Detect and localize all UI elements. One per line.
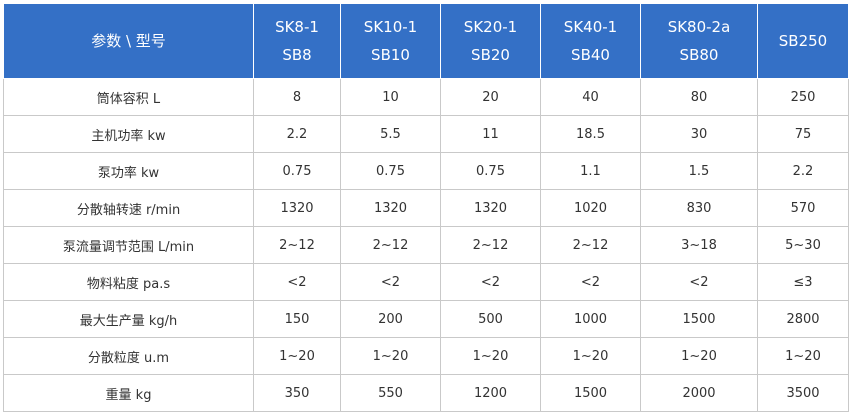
cell: 1~20 — [540, 337, 641, 375]
cell: 30 — [640, 115, 758, 153]
cell: 2~12 — [253, 226, 341, 264]
cell: 18.5 — [540, 115, 641, 153]
cell: 1~20 — [253, 337, 341, 375]
header-text: SB250 — [778, 32, 828, 50]
row-label: 最大生产量 kg/h — [3, 300, 254, 338]
cell: 1320 — [253, 189, 341, 227]
header-row: 参数 \ 型号 SK8-1 SB8 SK10-1 SB10 SK20-1 SB20 SK40-… — [3, 3, 849, 79]
header-cell: SK8-1 SB8 — [253, 3, 341, 79]
row-label: 筒体容积 L — [3, 78, 254, 116]
header-cell: SK80-2a SB80 — [640, 3, 758, 79]
header-text: SK40-1 — [563, 18, 618, 36]
cell: 500 — [440, 300, 541, 338]
data-row: 物料粘度 pa.s <2 <2 <2 <2 <2 ≤3 — [3, 263, 849, 301]
cell: 1320 — [440, 189, 541, 227]
cell: 150 — [253, 300, 341, 338]
header-cell: SK40-1 SB40 — [540, 3, 641, 79]
header-cell: SB250 — [757, 3, 849, 79]
cell: 5~30 — [757, 226, 849, 264]
header-text: SB20 — [471, 46, 510, 64]
row-label: 泵流量调节范围 L/min — [3, 226, 254, 264]
header-cell: SK10-1 SB10 — [340, 3, 441, 79]
cell: 1320 — [340, 189, 441, 227]
data-row: 分散粒度 u.m 1~20 1~20 1~20 1~20 1~20 1~20 — [3, 337, 849, 375]
row-label: 泵功率 kw — [3, 152, 254, 190]
data-row: 主机功率 kw 2.2 5.5 11 18.5 30 75 — [3, 115, 849, 153]
cell: <2 — [540, 263, 641, 301]
cell: 75 — [757, 115, 849, 153]
cell: 11 — [440, 115, 541, 153]
cell: 80 — [640, 78, 758, 116]
row-label: 物料粘度 pa.s — [3, 263, 254, 301]
cell: 2~12 — [440, 226, 541, 264]
cell: 2.2 — [757, 152, 849, 190]
cell: 2800 — [757, 300, 849, 338]
cell: 10 — [340, 78, 441, 116]
cell: 550 — [340, 374, 441, 412]
cell: 250 — [757, 78, 849, 116]
row-label: 主机功率 kw — [3, 115, 254, 153]
data-row: 最大生产量 kg/h 150 200 500 1000 1500 2800 — [3, 300, 849, 338]
cell: 40 — [540, 78, 641, 116]
cell: 3500 — [757, 374, 849, 412]
cell: 1500 — [540, 374, 641, 412]
header-text: SB80 — [679, 46, 719, 64]
cell: ≤3 — [757, 263, 849, 301]
cell: 2~12 — [340, 226, 441, 264]
row-label: 分散粒度 u.m — [3, 337, 254, 375]
cell: 1~20 — [757, 337, 849, 375]
row-label: 分散轴转速 r/min — [3, 189, 254, 227]
cell: 1.1 — [540, 152, 641, 190]
cell: 2~12 — [540, 226, 641, 264]
data-row: 重量 kg 350 550 1200 1500 2000 3500 — [3, 374, 849, 412]
spec-table-container: 参数 \ 型号 SK8-1 SB8 SK10-1 SB10 SK20-1 SB20 SK40-… — [3, 3, 849, 412]
data-row: 筒体容积 L 8 10 20 40 80 250 — [3, 78, 849, 116]
cell: 1~20 — [440, 337, 541, 375]
header-text: SB10 — [371, 46, 410, 64]
cell: 0.75 — [440, 152, 541, 190]
header-text: SK8-1 — [275, 18, 319, 36]
data-row: 分散轴转速 r/min 1320 1320 1320 1020 830 570 — [3, 189, 849, 227]
header-text: SB40 — [571, 46, 610, 64]
cell: <2 — [253, 263, 341, 301]
spec-table: 参数 \ 型号 SK8-1 SB8 SK10-1 SB10 SK20-1 SB20 SK40-… — [3, 3, 849, 412]
cell: 1200 — [440, 374, 541, 412]
header-text: SK80-2a — [667, 18, 731, 36]
cell: 0.75 — [253, 152, 341, 190]
data-row: 泵流量调节范围 L/min 2~12 2~12 2~12 2~12 3~18 5~30 — [3, 226, 849, 264]
cell: <2 — [440, 263, 541, 301]
cell: 830 — [640, 189, 758, 227]
cell: 1500 — [640, 300, 758, 338]
cell: 1020 — [540, 189, 641, 227]
cell: 1~20 — [340, 337, 441, 375]
header-text: SK10-1 — [363, 18, 418, 36]
cell: 350 — [253, 374, 341, 412]
row-label: 重量 kg — [3, 374, 254, 412]
cell: 1000 — [540, 300, 641, 338]
cell: <2 — [640, 263, 758, 301]
cell: 2.2 — [253, 115, 341, 153]
header-text: SK20-1 — [463, 18, 518, 36]
cell: 0.75 — [340, 152, 441, 190]
cell: 20 — [440, 78, 541, 116]
cell: 5.5 — [340, 115, 441, 153]
header-cell: 参数 \ 型号 — [3, 3, 254, 79]
cell: <2 — [340, 263, 441, 301]
header-text: 参数 \ 型号 — [91, 32, 166, 50]
header-cell: SK20-1 SB20 — [440, 3, 541, 79]
cell: 1.5 — [640, 152, 758, 190]
cell: 3~18 — [640, 226, 758, 264]
cell: 2000 — [640, 374, 758, 412]
header-text: SB8 — [282, 46, 312, 64]
cell: 8 — [253, 78, 341, 116]
cell: 200 — [340, 300, 441, 338]
cell: 1~20 — [640, 337, 758, 375]
data-row: 泵功率 kw 0.75 0.75 0.75 1.1 1.5 2.2 — [3, 152, 849, 190]
cell: 570 — [757, 189, 849, 227]
